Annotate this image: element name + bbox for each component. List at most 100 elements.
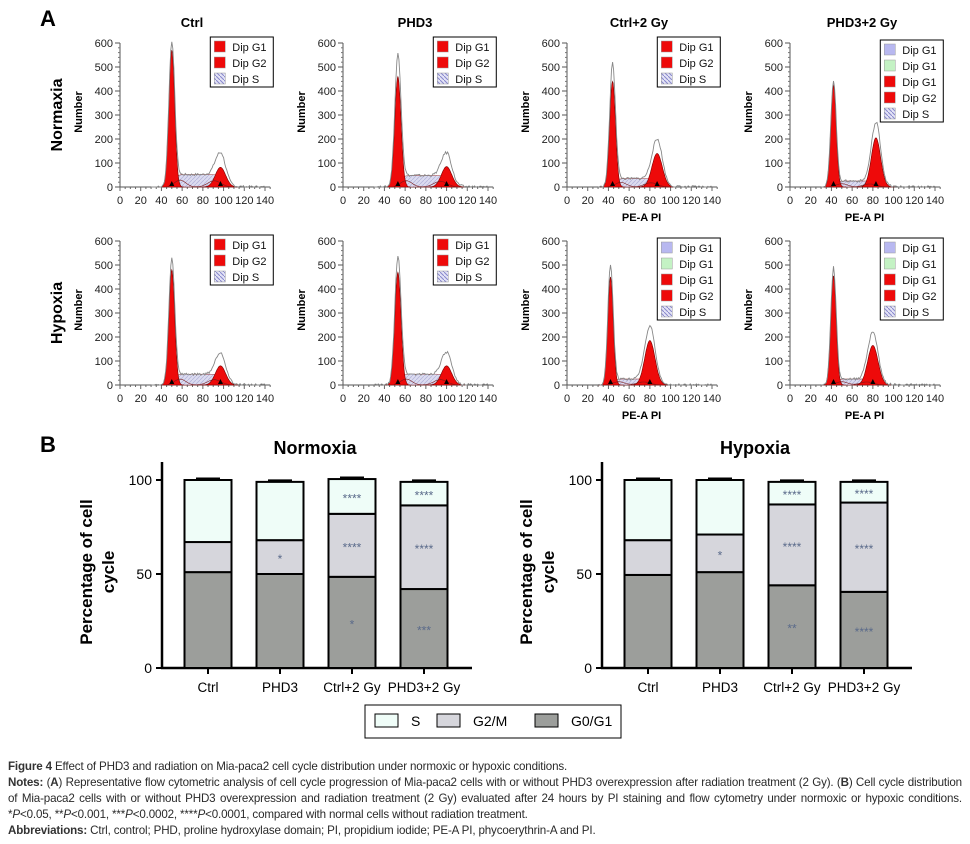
bar-segment-g0g1 xyxy=(255,573,305,669)
y-axis-label: Number xyxy=(743,289,755,331)
x-tick-label: 100 xyxy=(884,195,902,207)
y-tick-label: 600 xyxy=(95,38,113,50)
g1-peak xyxy=(385,75,411,188)
x-tick-label: Ctrl xyxy=(198,680,219,695)
notes-segment: B xyxy=(840,776,849,789)
y-tick-label: 0 xyxy=(330,380,336,392)
y-tick-label: 500 xyxy=(95,62,113,74)
x-tick-label: 0 xyxy=(787,393,793,405)
legend-swatch xyxy=(437,40,449,53)
figure-title: Effect of PHD3 and radiation on Mia-paca… xyxy=(51,760,568,773)
notes-segment: <0.05, ** xyxy=(19,808,64,821)
peak-marker-icon xyxy=(608,379,613,384)
y-tick-label: 600 xyxy=(542,236,560,248)
legend-swatch xyxy=(884,75,896,88)
x-tick-label: 100 xyxy=(437,393,455,405)
significance-marker: **** xyxy=(783,540,802,554)
notes-segment: P xyxy=(12,808,20,821)
legend-label: Dip G2 xyxy=(455,256,489,268)
y-tick-label: 300 xyxy=(95,110,113,122)
x-axis-label: PE-A PI xyxy=(845,212,884,224)
y-tick-label: 200 xyxy=(765,134,783,146)
legend-swatch xyxy=(534,713,559,728)
y-tick-label: 200 xyxy=(318,134,336,146)
legend-swatch xyxy=(214,254,226,267)
legend-swatch xyxy=(884,305,896,318)
y-tick-label: 200 xyxy=(765,332,783,344)
x-tick-label: 120 xyxy=(905,393,923,405)
legend-swatch xyxy=(884,59,896,72)
y-axis-label: Number xyxy=(73,91,85,133)
x-tick-label: 80 xyxy=(867,195,879,207)
x-tick-label: 120 xyxy=(682,393,700,405)
x-tick-label: 120 xyxy=(235,393,253,405)
g1-peak xyxy=(821,275,846,386)
column-title: PHD3 xyxy=(398,15,433,30)
histogram-envelope xyxy=(598,62,713,188)
legend-swatch xyxy=(884,241,896,254)
legend-label: Dip G1 xyxy=(902,243,936,255)
histogram-envelope xyxy=(821,80,936,188)
y-tick-label: 600 xyxy=(318,38,336,50)
legend-swatch xyxy=(884,91,896,104)
y-tick-label: 200 xyxy=(542,134,560,146)
x-tick-label: 40 xyxy=(378,393,390,405)
y-axis-label: Number xyxy=(520,91,532,133)
y-tick-label: 500 xyxy=(765,260,783,272)
y-tick-label: 400 xyxy=(765,86,783,98)
column-title: PHD3+2 Gy xyxy=(827,15,898,30)
legend-label: Dip S xyxy=(902,109,929,121)
y-tick-label: 50 xyxy=(136,566,152,582)
peak-marker-icon xyxy=(831,379,836,384)
legend-label: Dip S xyxy=(679,74,706,86)
peak-marker-icon xyxy=(870,379,876,384)
y-tick-label: 0 xyxy=(107,380,113,392)
y-tick-label: 0 xyxy=(554,182,560,194)
y-tick-label: 400 xyxy=(95,86,113,98)
peak-marker-icon xyxy=(647,379,653,384)
x-tick-label: 80 xyxy=(867,393,879,405)
g1-peak xyxy=(821,83,846,188)
x-tick-label: 60 xyxy=(846,393,858,405)
y-tick-label: 0 xyxy=(584,660,592,676)
chart-title: Normoxia xyxy=(273,438,357,458)
stacked-bar-chart: Hypoxia Percentage of cell cycle 0 50 100 Ctrl… xyxy=(517,438,912,695)
caption-title-line: Figure 4 Effect of PHD3 and radiation on… xyxy=(8,759,962,775)
y-tick-label: 400 xyxy=(542,86,560,98)
y-tick-label: 200 xyxy=(95,332,113,344)
x-tick-label: 100 xyxy=(214,393,232,405)
bar-segment-s xyxy=(767,480,817,506)
bar-segment-g2m xyxy=(327,512,377,578)
notes-segment: ) Cell cycle distribution of Mia-paca2 c… xyxy=(8,776,962,821)
legend-swatch xyxy=(437,56,449,69)
legend-swatch xyxy=(437,270,449,283)
panel-a-label: A xyxy=(40,6,56,31)
y-tick-label: 0 xyxy=(777,380,783,392)
x-tick-label: 120 xyxy=(458,393,476,405)
notes-segment: ) Representative flow cytometric analysi… xyxy=(58,776,841,789)
x-tick-label: 60 xyxy=(399,195,411,207)
peak-marker-icon xyxy=(217,181,223,186)
y-tick-label: 100 xyxy=(95,158,113,170)
significance-marker: **** xyxy=(415,489,434,503)
legend-label: Dip G1 xyxy=(679,275,713,287)
abbreviations-text: Ctrl, control; PHD, proline hydroxylase … xyxy=(87,824,596,837)
x-tick-label: 140 xyxy=(256,195,274,207)
y-axis-label-line: Percentage of cell xyxy=(517,499,536,645)
bar-segment-g2m xyxy=(767,503,817,587)
legend-swatch xyxy=(214,72,226,85)
x-tick-label: 120 xyxy=(235,195,253,207)
g1-peak xyxy=(598,276,623,386)
bar-segment-s xyxy=(839,480,889,504)
bar-segment-g2m xyxy=(183,541,233,574)
y-tick-label: 400 xyxy=(765,284,783,296)
x-tick-label: Ctrl+2 Gy xyxy=(763,680,821,695)
caption-notes: Notes: (A) Representative flow cytometri… xyxy=(8,775,962,823)
x-tick-label: 60 xyxy=(399,393,411,405)
x-tick-label: Ctrl xyxy=(638,680,659,695)
notes-segment: P xyxy=(125,808,133,821)
x-tick-label: 40 xyxy=(155,195,167,207)
g1-peak xyxy=(159,268,185,386)
